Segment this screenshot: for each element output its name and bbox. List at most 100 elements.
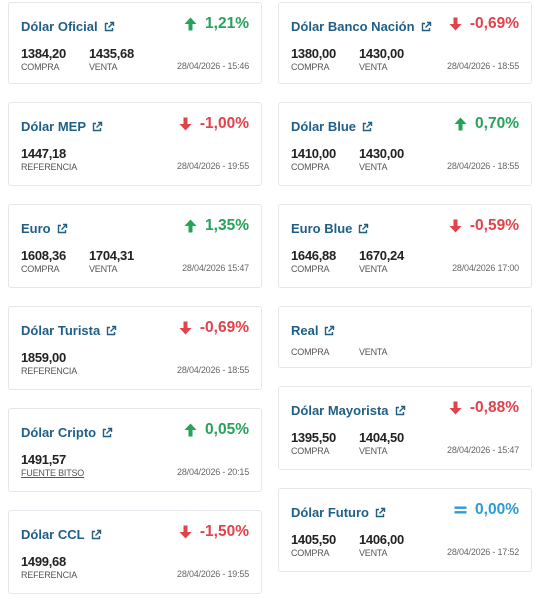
change-indicator: 0,05% (184, 421, 249, 439)
price-label: VENTA (359, 264, 388, 274)
price-compra: 1395,50 COMPRA (291, 431, 359, 457)
card-title[interactable]: Dólar MEP (21, 119, 103, 134)
price-label: VENTA (359, 446, 388, 456)
card-title[interactable]: Dólar Cripto (21, 425, 113, 440)
price-venta: 1404,50 VENTA (359, 431, 421, 457)
price-compra: COMPRA (291, 346, 359, 358)
quote-card-dolar-ccl[interactable]: Dólar CCL -1,50% 1499,68 REFERENCIA 28/04/20… (8, 510, 262, 594)
external-link-icon[interactable] (357, 223, 369, 235)
timestamp: 28/04/2026 17:00 (452, 263, 519, 273)
timestamp: 28/04/2026 - 15:46 (177, 61, 249, 71)
change-indicator: -1,50% (179, 523, 249, 541)
price-values: 1410,00 COMPRA 1430,00 VENTA (291, 147, 421, 173)
timestamp: 28/04/2026 - 18:55 (177, 365, 249, 375)
external-link-icon[interactable] (361, 121, 373, 133)
arrow-up-icon (184, 423, 197, 437)
external-link-icon[interactable] (90, 529, 102, 541)
quote-card-dolar-blue[interactable]: Dólar Blue 0,70% 1410,00 COMPRA 1430,00 VENTA… (278, 102, 532, 186)
card-title-label[interactable]: Dólar Oficial (21, 19, 98, 34)
card-title[interactable]: Dólar Futuro (291, 505, 386, 520)
card-title[interactable]: Dólar Blue (291, 119, 373, 134)
price-venta: 1430,00 VENTA (359, 47, 421, 73)
timestamp: 28/04/2026 - 18:55 (447, 61, 519, 71)
price-label: COMPRA (291, 62, 330, 72)
external-link-icon[interactable] (56, 223, 68, 235)
card-title-label[interactable]: Dólar Banco Nación (291, 19, 415, 34)
card-title[interactable]: Dólar CCL (21, 527, 102, 542)
change-percent: 1,35% (205, 217, 249, 234)
card-title[interactable]: Dólar Oficial (21, 19, 115, 34)
price-fuente-bitso: 1491,57 FUENTE BITSO (21, 453, 161, 479)
quote-card-dolar-banco-nacion[interactable]: Dólar Banco Nación -0,69% 1380,00 COMPRA 143… (278, 2, 532, 84)
external-link-icon[interactable] (101, 427, 113, 439)
card-title[interactable]: Dólar Turista (21, 323, 117, 338)
arrow-down-icon (179, 525, 192, 539)
quote-card-euro-blue[interactable]: Euro Blue -0,59% 1646,88 COMPRA 1670,24 VENTA… (278, 204, 532, 288)
card-title[interactable]: Dólar Mayorista (291, 403, 406, 418)
card-title-label[interactable]: Euro (21, 221, 51, 236)
price-compra: 1405,50 COMPRA (291, 533, 359, 559)
price-value: 1405,50 (291, 532, 336, 547)
price-values: 1447,18 REFERENCIA (21, 147, 161, 173)
source-link[interactable]: FUENTE BITSO (21, 468, 85, 478)
card-title[interactable]: Dólar Banco Nación (291, 19, 432, 34)
external-link-icon[interactable] (105, 325, 117, 337)
change-indicator: 0,00% (454, 501, 519, 519)
price-values: 1384,20 COMPRA 1435,68 VENTA (21, 47, 151, 73)
arrow-down-icon (449, 401, 462, 415)
card-title-label[interactable]: Euro Blue (291, 221, 353, 236)
price-label: REFERENCIA (21, 570, 78, 580)
card-title-label[interactable]: Real (291, 323, 319, 338)
card-title-label[interactable]: Dólar Cripto (21, 425, 97, 440)
quote-card-dolar-futuro[interactable]: Dólar Futuro 0,00% 1405,50 COMPRA 1406,00 VEN… (278, 488, 532, 572)
quote-card-euro[interactable]: Euro 1,35% 1608,36 COMPRA 1704,31 VENTA 28/04/… (8, 204, 262, 288)
price-values: 1380,00 COMPRA 1430,00 VENTA (291, 47, 421, 73)
price-label: COMPRA (291, 446, 330, 456)
card-title-label[interactable]: Dólar CCL (21, 527, 85, 542)
external-link-icon[interactable] (91, 121, 103, 133)
price-label: COMPRA (291, 548, 330, 558)
card-title[interactable]: Euro (21, 221, 68, 236)
change-indicator: 1,35% (184, 217, 249, 235)
change-percent: 0,70% (475, 115, 519, 132)
price-label: VENTA (359, 347, 388, 357)
external-link-icon[interactable] (323, 325, 335, 337)
arrow-up-icon (184, 219, 197, 233)
price-value: 1859,00 (21, 350, 66, 365)
price-value: 1404,50 (359, 430, 404, 445)
quote-card-dolar-cripto[interactable]: Dólar Cripto 0,05% 1491,57 FUENTE BITSO 28/0… (8, 408, 262, 492)
price-values: 1405,50 COMPRA 1406,00 VENTA (291, 533, 421, 559)
card-title[interactable]: Real (291, 323, 335, 338)
quote-card-dolar-mayorista[interactable]: Dólar Mayorista -0,88% 1395,50 COMPRA 1404,5… (278, 386, 532, 470)
card-title-label[interactable]: Dólar Mayorista (291, 403, 389, 418)
quote-card-dolar-turista[interactable]: Dólar Turista -0,69% 1859,00 REFERENCIA 28/0… (8, 306, 262, 390)
price-label: COMPRA (291, 347, 330, 357)
quote-card-real[interactable]: Real COMPRA VENTA (278, 306, 532, 368)
price-values: 1646,88 COMPRA 1670,24 VENTA (291, 249, 421, 275)
timestamp: 28/04/2026 - 17:52 (447, 547, 519, 557)
card-title-label[interactable]: Dólar Blue (291, 119, 357, 134)
quote-card-dolar-mep[interactable]: Dólar MEP -1,00% 1447,18 REFERENCIA 28/04/20… (8, 102, 262, 186)
timestamp: 28/04/2026 - 19:55 (177, 161, 249, 171)
change-percent: -1,00% (199, 115, 249, 132)
change-percent: -0,88% (469, 399, 519, 416)
card-title[interactable]: Euro Blue (291, 221, 369, 236)
card-title-label[interactable]: Dólar Futuro (291, 505, 369, 520)
price-value: 1395,50 (291, 430, 336, 445)
external-link-icon[interactable] (374, 507, 386, 519)
card-title-label[interactable]: Dólar MEP (21, 119, 87, 134)
change-indicator: -0,69% (179, 319, 249, 337)
price-referencia: 1859,00 REFERENCIA (21, 351, 161, 377)
external-link-icon[interactable] (420, 21, 432, 33)
price-label: COMPRA (21, 62, 60, 72)
external-link-icon[interactable] (394, 405, 406, 417)
price-label: VENTA (359, 162, 388, 172)
price-values: 1499,68 REFERENCIA (21, 555, 161, 581)
change-percent: -0,69% (199, 319, 249, 336)
card-title-label[interactable]: Dólar Turista (21, 323, 101, 338)
arrow-down-icon (179, 321, 192, 335)
quote-card-dolar-oficial[interactable]: Dólar Oficial 1,21% 1384,20 COMPRA 1435,68 VE… (8, 2, 262, 84)
price-label: VENTA (359, 548, 388, 558)
external-link-icon[interactable] (103, 21, 115, 33)
price-value: 1447,18 (21, 146, 66, 161)
